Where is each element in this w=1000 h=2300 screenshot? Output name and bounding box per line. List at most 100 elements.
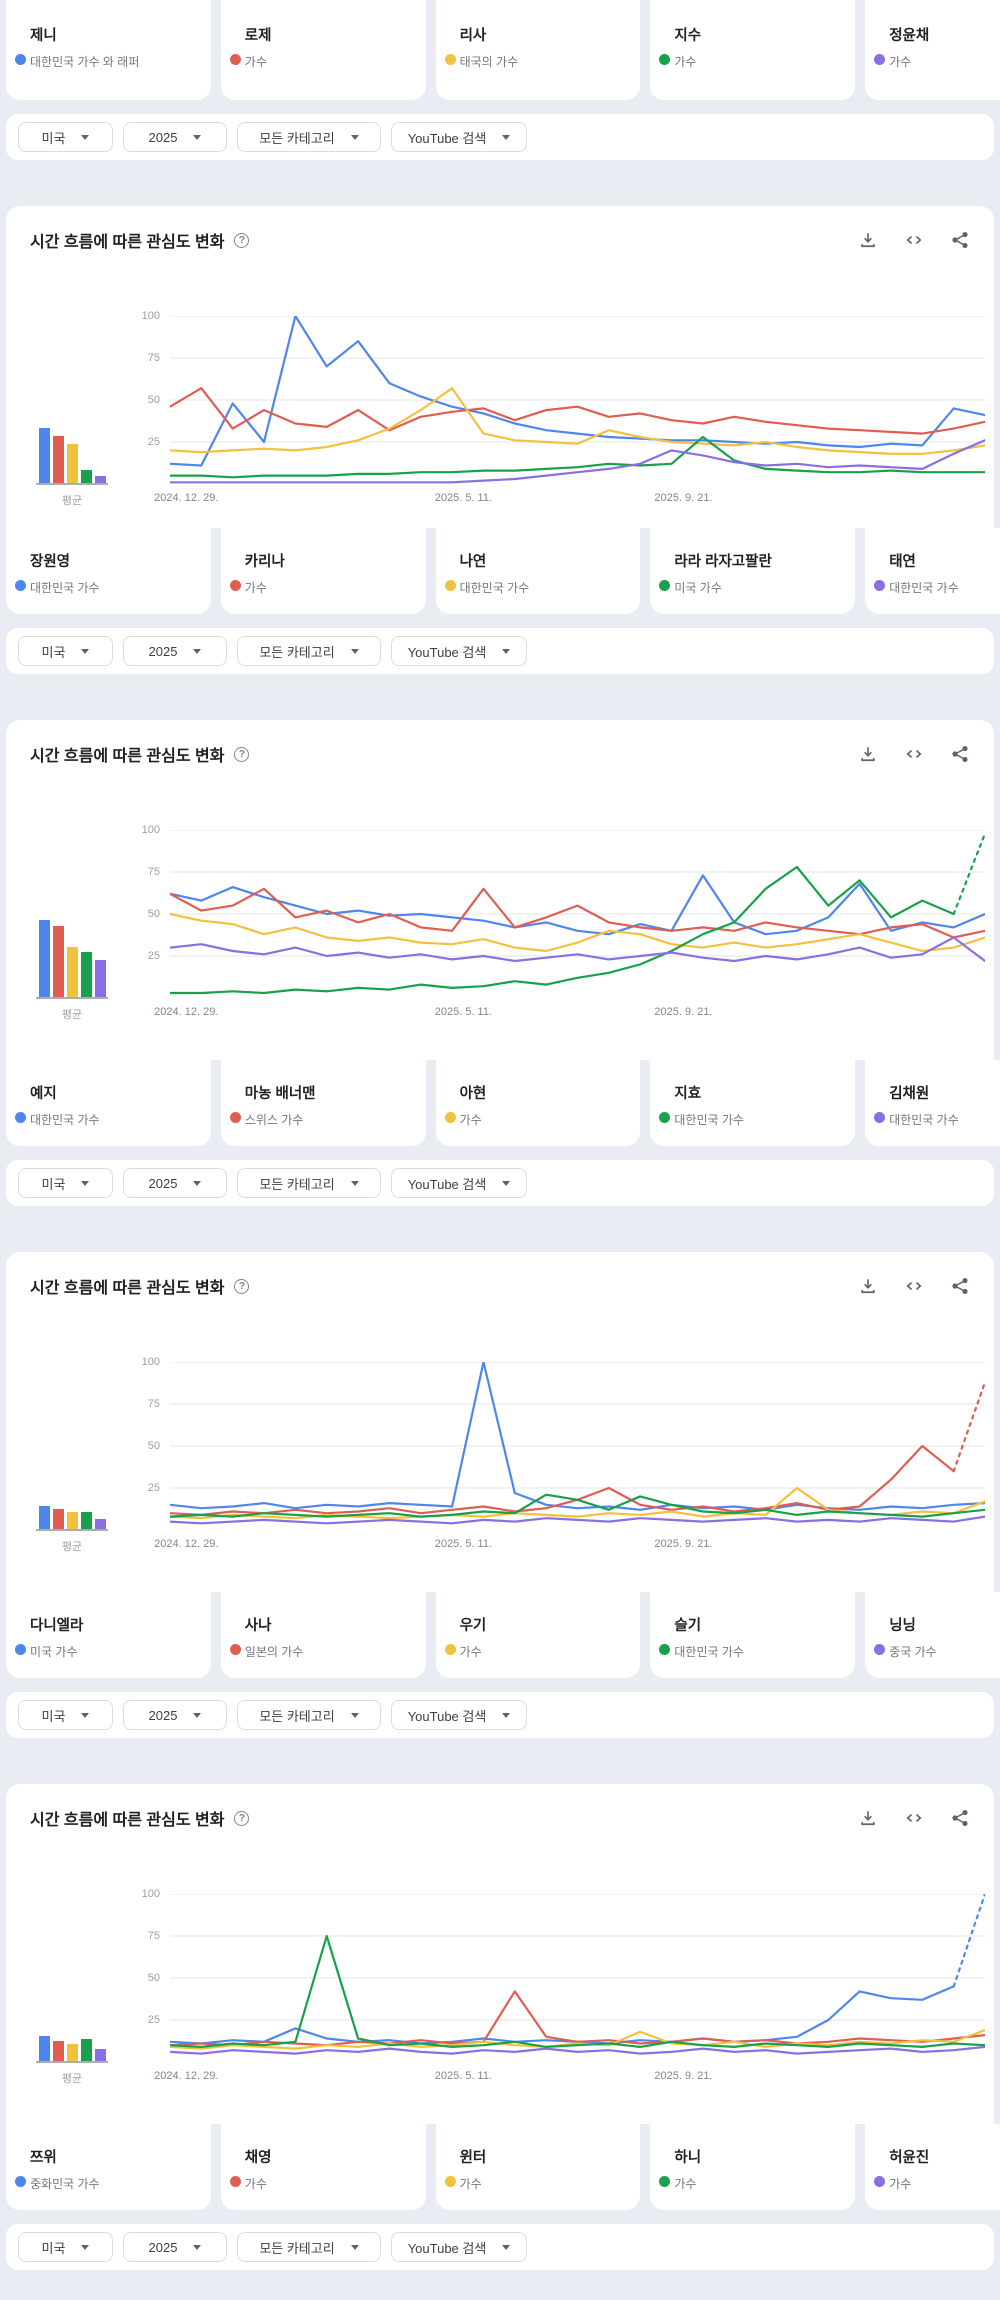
- term-card[interactable]: 다니엘라 미국 가수: [6, 1592, 211, 1678]
- term-card[interactable]: 닝닝 중국 가수: [865, 1592, 1000, 1678]
- series-color-dot: [229, 580, 241, 591]
- term-description: 미국 가수: [674, 581, 722, 595]
- series-color-dot: [15, 580, 26, 591]
- term-card[interactable]: 김채원 대한민국 가수: [865, 1060, 1000, 1146]
- term-card[interactable]: 로제 가수: [220, 0, 426, 100]
- series-color-dot: [15, 1112, 26, 1123]
- share-icon[interactable]: [950, 1808, 970, 1828]
- term-card[interactable]: 태연 대한민국 가수: [865, 528, 1000, 614]
- share-icon[interactable]: [950, 744, 970, 764]
- term-card[interactable]: 리사 태국의 가수: [435, 0, 641, 100]
- time-range-dropdown[interactable]: 2025: [123, 2232, 227, 2262]
- help-icon[interactable]: ?: [234, 1278, 250, 1294]
- term-card[interactable]: 장원영 대한민국 가수: [6, 528, 211, 614]
- term-card[interactable]: 정윤채 가수: [865, 0, 1000, 100]
- download-icon[interactable]: [858, 230, 878, 250]
- section-title: 시간 흐름에 따른 관심도 변화: [30, 234, 225, 251]
- embed-icon[interactable]: [904, 1276, 924, 1296]
- term-card[interactable]: 라라 라자고팔란 미국 가수: [650, 528, 856, 614]
- trend-lines-plot[interactable]: [170, 830, 985, 1008]
- search-type-dropdown[interactable]: YouTube 검색: [391, 1700, 527, 1730]
- term-description: 가수: [244, 581, 267, 595]
- term-name: 로제: [244, 28, 272, 44]
- series-color-dot: [659, 54, 671, 65]
- category-dropdown[interactable]: 모든 카테고리: [237, 1168, 381, 1198]
- term-card[interactable]: 우기 가수: [435, 1592, 641, 1678]
- section-title: 시간 흐름에 따른 관심도 변화: [30, 748, 225, 765]
- embed-icon[interactable]: [904, 1808, 924, 1828]
- category-dropdown[interactable]: 모든 카테고리: [237, 636, 381, 666]
- x-axis-tick: 2025. 9. 21.: [654, 1538, 713, 1550]
- series-color-dot: [444, 580, 456, 591]
- category-dropdown[interactable]: 모든 카테고리: [237, 122, 381, 152]
- region-dropdown[interactable]: 미국: [18, 636, 113, 666]
- caret-down-icon: [502, 648, 511, 654]
- time-range-dropdown[interactable]: 2025: [123, 1700, 227, 1730]
- term-description: 태국의 가수: [459, 55, 519, 69]
- help-icon[interactable]: ?: [234, 232, 250, 248]
- term-card[interactable]: 아현 가수: [435, 1060, 641, 1146]
- search-type-dropdown[interactable]: YouTube 검색: [391, 122, 527, 152]
- category-value: 모든 카테고리: [259, 2240, 335, 2256]
- term-card[interactable]: 카리나 가수: [220, 528, 426, 614]
- category-dropdown[interactable]: 모든 카테고리: [237, 1700, 381, 1730]
- time-range-dropdown[interactable]: 2025: [123, 1168, 227, 1198]
- term-description: 미국 가수: [30, 1645, 78, 1659]
- download-icon[interactable]: [858, 744, 878, 764]
- series-color-dot: [659, 580, 671, 591]
- term-card[interactable]: 슬기 대한민국 가수: [650, 1592, 856, 1678]
- y-axis-labels: 100 75 50 25: [100, 286, 160, 494]
- term-card[interactable]: 지효 대한민국 가수: [650, 1060, 856, 1146]
- help-icon[interactable]: ?: [234, 1810, 250, 1826]
- term-name: 나연: [459, 554, 487, 570]
- term-description: 가수: [889, 2177, 912, 2191]
- term-card[interactable]: 제니 대한민국 가수 와 래퍼: [6, 0, 211, 100]
- search-type-dropdown[interactable]: YouTube 검색: [391, 2232, 527, 2262]
- download-icon[interactable]: [858, 1276, 878, 1296]
- category-value: 모든 카테고리: [259, 644, 335, 660]
- term-cards-row: 장원영 대한민국 가수 카리나 가수 나연 대한민국 가수 라라 라자고팔란 미…: [6, 528, 1000, 614]
- term-card[interactable]: 허윤진 가수: [865, 2124, 1000, 2210]
- trend-lines-plot[interactable]: [170, 1894, 985, 2072]
- average-bar: [38, 427, 50, 483]
- search-type-dropdown[interactable]: YouTube 검색: [391, 636, 527, 666]
- time-range-dropdown[interactable]: 2025: [123, 636, 227, 666]
- region-dropdown[interactable]: 미국: [18, 1168, 113, 1198]
- term-card[interactable]: 채영 가수: [220, 2124, 426, 2210]
- trend-lines-plot[interactable]: [170, 1362, 985, 1540]
- region-dropdown[interactable]: 미국: [18, 122, 113, 152]
- term-card[interactable]: 나연 대한민국 가수: [435, 528, 641, 614]
- help-icon[interactable]: ?: [234, 746, 250, 762]
- embed-icon[interactable]: [904, 230, 924, 250]
- series-color-dot: [15, 1644, 26, 1655]
- term-card[interactable]: 하니 가수: [650, 2124, 856, 2210]
- line-chart: 평균 100 75 50 25 2024. 12. 29. 2025. 5. 11. 20…: [30, 1332, 994, 1568]
- series-color-dot: [659, 1644, 671, 1655]
- term-card[interactable]: 쯔위 중화민국 가수: [6, 2124, 211, 2210]
- term-card[interactable]: 사나 일본의 가수: [220, 1592, 426, 1678]
- average-bar: [52, 1508, 64, 1529]
- term-card[interactable]: 마농 배너맨 스위스 가수: [220, 1060, 426, 1146]
- term-card[interactable]: 윈터 가수: [435, 2124, 641, 2210]
- term-card[interactable]: 예지 대한민국 가수: [6, 1060, 211, 1146]
- trend-lines-plot[interactable]: [170, 316, 985, 494]
- term-name: 태연: [889, 554, 916, 570]
- y-axis-tick: 25: [147, 1482, 160, 1494]
- share-icon[interactable]: [950, 1276, 970, 1296]
- category-dropdown[interactable]: 모든 카테고리: [237, 2232, 381, 2262]
- series-color-dot: [874, 54, 886, 65]
- y-axis-tick: 100: [141, 310, 160, 322]
- term-card[interactable]: 지수 가수: [650, 0, 856, 100]
- x-axis-tick: 2025. 9. 21.: [654, 1006, 713, 1018]
- time-range-dropdown[interactable]: 2025: [123, 122, 227, 152]
- region-dropdown[interactable]: 미국: [18, 1700, 113, 1730]
- y-axis-tick: 75: [147, 866, 160, 878]
- y-axis-labels: 100 75 50 25: [100, 1332, 160, 1540]
- embed-icon[interactable]: [904, 744, 924, 764]
- share-icon[interactable]: [950, 230, 970, 250]
- download-icon[interactable]: [858, 1808, 878, 1828]
- term-description: 대한민국 가수: [30, 1113, 100, 1127]
- region-dropdown[interactable]: 미국: [18, 2232, 113, 2262]
- search-type-dropdown[interactable]: YouTube 검색: [391, 1168, 527, 1198]
- x-axis-tick: 2025. 5. 11.: [434, 2070, 493, 2082]
